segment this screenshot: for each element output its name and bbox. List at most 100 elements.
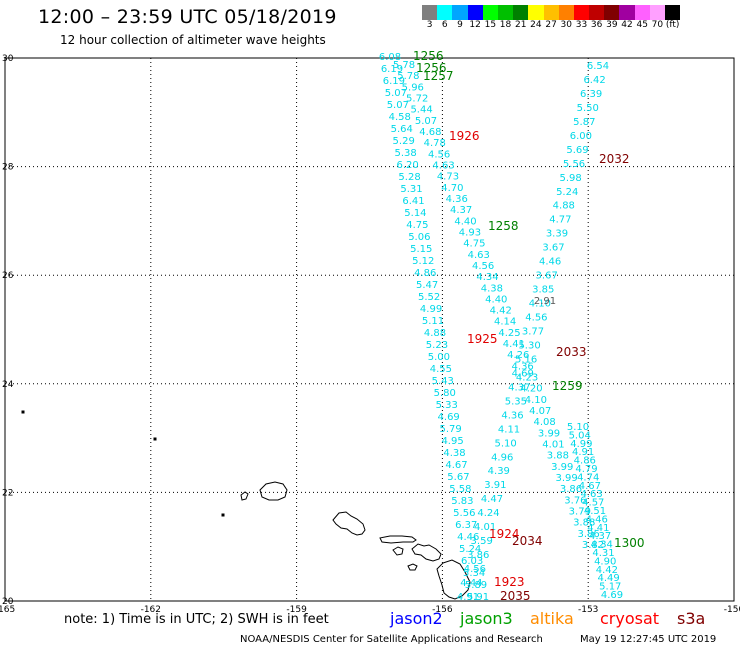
- swh-value: 3.77: [522, 327, 544, 338]
- legend-label: 70: [651, 20, 664, 30]
- swh-value: 4.11: [498, 424, 520, 435]
- footer-note: note: 1) Time is in UTC; 2) SWH is in fe…: [64, 612, 329, 627]
- swh-value: 5.00: [428, 352, 450, 363]
- legend-swatch: [528, 5, 544, 20]
- swh-value: 4.67: [445, 460, 467, 471]
- swh-value: 4.86: [574, 456, 596, 467]
- legend-s3a: s3a: [677, 609, 706, 628]
- legend-label: (ft): [665, 20, 680, 30]
- oahu-island: [332, 511, 366, 536]
- swh-value: 5.17: [599, 582, 621, 593]
- swh-value: 4.23: [516, 373, 538, 384]
- time-label: 1258: [488, 219, 519, 233]
- swh-value: 4.90: [594, 556, 616, 567]
- swh-value: 4.49: [597, 573, 619, 584]
- swh-value: 5.78: [397, 71, 419, 82]
- swh-value: 4.56: [525, 313, 547, 324]
- legend-swatch: [452, 5, 468, 20]
- swh-value: 4.75: [463, 239, 485, 250]
- swh-value: 5.11: [422, 316, 444, 327]
- lat-tick-label: 28: [2, 163, 14, 173]
- swh-value: 4.56: [472, 261, 494, 272]
- swh-value: 3.99: [538, 428, 560, 439]
- lon-tick-label: -153: [578, 605, 598, 615]
- axis-ticks: -165 -162 -159 -156 -153 -150 20 22 24 26 28 30: [0, 54, 740, 615]
- swh-value: 5.30: [518, 340, 540, 351]
- swh-value: 4.41: [587, 523, 609, 534]
- swh-value: 5.58: [449, 484, 471, 495]
- swh-value: 5.12: [412, 256, 434, 267]
- swh-value: 4.47: [481, 494, 503, 505]
- color-legend: 3 6 9 12 15 18 21 24 27 30 33 36 39 42 45 70 (ft): [422, 5, 681, 30]
- swh-value: 5.33: [436, 400, 458, 411]
- molokai-island: [379, 535, 417, 544]
- swh-value: 6.19: [383, 76, 405, 87]
- swh-value: 5.10: [567, 422, 589, 433]
- swh-value: 4.42: [596, 565, 618, 576]
- legend-swatch: [589, 5, 605, 20]
- swh-observations: 6.086.196.195.075.074.585.645.295.386.20…: [379, 52, 623, 603]
- swh-value: 6.41: [402, 196, 424, 207]
- swh-value: 3.67: [542, 243, 564, 254]
- swh-value: 4.40: [454, 216, 476, 227]
- swh-value: 4.36: [501, 410, 523, 421]
- swh-value: 5.28: [398, 172, 420, 183]
- swh-value: 5.04: [569, 430, 591, 441]
- lon-tick-label: -159: [286, 605, 307, 615]
- swh-value: 4.25: [498, 328, 520, 339]
- swh-value: 5.24: [556, 187, 578, 198]
- swh-value: 4.31: [592, 548, 614, 559]
- legend-label: 24: [530, 20, 542, 30]
- legend-swatch: [543, 5, 559, 20]
- time-label: 2032: [599, 152, 630, 166]
- legend-label: 42: [621, 20, 633, 30]
- swh-value: 6.37: [455, 520, 477, 531]
- maui-island: [411, 543, 442, 562]
- swh-value: 4.56: [464, 564, 486, 575]
- swh-value: 3.86: [560, 484, 582, 495]
- swh-value: 4.56: [428, 149, 450, 160]
- swh-value: 3.79: [569, 507, 591, 518]
- swh-value: 5.43: [432, 376, 454, 387]
- swh-value: 5.50: [577, 103, 599, 114]
- swh-value: 4.96: [491, 452, 513, 463]
- swh-value: 4.38: [443, 448, 465, 459]
- lat-tick-label: 26: [2, 271, 14, 281]
- swh-value: 4.58: [389, 112, 411, 123]
- swh-value: 4.26: [507, 350, 529, 361]
- swh-value: 6.20: [396, 160, 418, 171]
- lanai-island: [392, 546, 404, 556]
- time-label: 1924: [489, 527, 520, 541]
- swh-value: 5.06: [408, 232, 430, 243]
- legend-swatch: [482, 5, 498, 20]
- swh-value: 4.42: [490, 306, 512, 317]
- swh-value: 3.59: [471, 536, 493, 547]
- swh-value: 4.24: [477, 508, 499, 519]
- hawaiian-islands: [21, 410, 471, 600]
- legend-label: 9: [457, 20, 463, 30]
- legend-altika: altika: [530, 609, 574, 628]
- swh-value: 5.52: [418, 292, 440, 303]
- legend-swatch: [437, 5, 453, 20]
- swh-value: 5.07: [385, 88, 407, 99]
- swh-value: 5.31: [400, 184, 422, 195]
- swh-value: 3.86: [467, 550, 489, 561]
- swh-value: 4.51: [584, 506, 606, 517]
- time-label: 1257: [423, 69, 454, 83]
- swh-value: 4.69: [438, 412, 460, 423]
- legend-jason3: jason3: [460, 609, 513, 628]
- swh-value: 3.39: [546, 229, 568, 240]
- swh-value: 4.73: [437, 172, 459, 183]
- swh-value: 4.44: [460, 578, 482, 589]
- legend-swatch: [665, 5, 681, 20]
- swh-value: 5.10: [494, 438, 516, 449]
- legend-swatch: [513, 5, 529, 20]
- legend-label: 33: [575, 20, 588, 30]
- swh-value: 3.99: [555, 473, 577, 484]
- lat-tick-label: 30: [2, 54, 14, 64]
- swh-value: 5.69: [566, 145, 588, 156]
- legend-label: 12: [469, 20, 481, 30]
- swh-value: 4.37: [508, 382, 530, 393]
- swh-value: 4.57: [582, 498, 604, 509]
- swh-value: 6.39: [580, 89, 602, 100]
